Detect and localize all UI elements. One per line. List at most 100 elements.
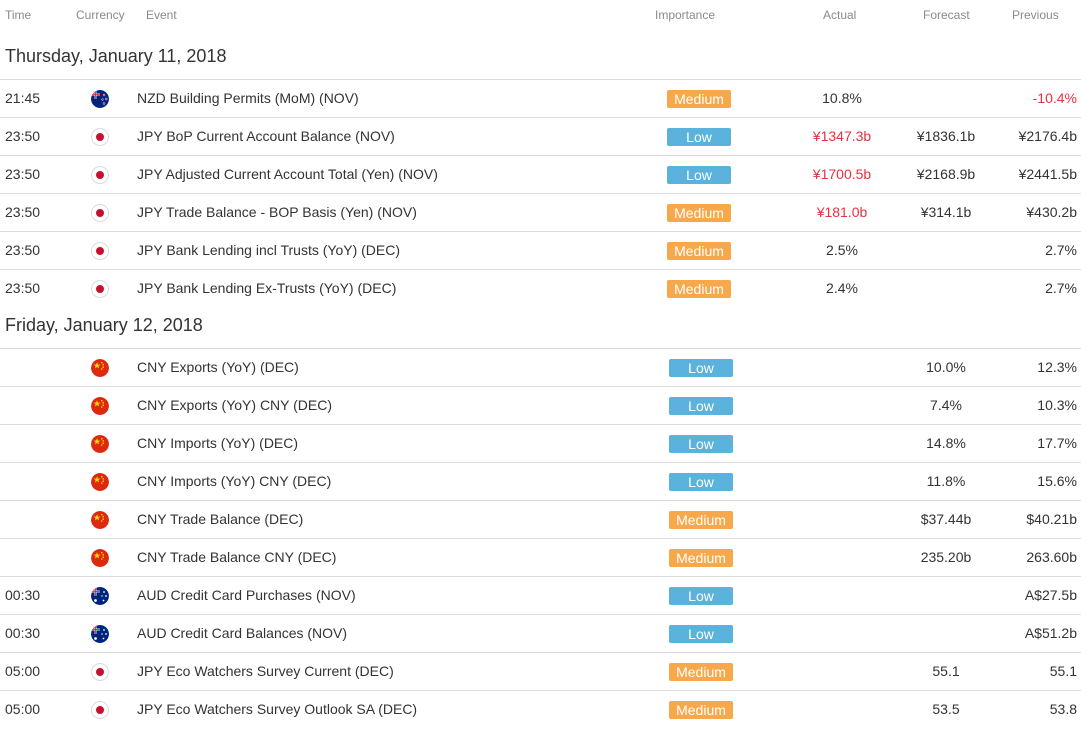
actual-value: 2.5% (826, 242, 858, 258)
forecast-column-header[interactable]: Forecast (923, 8, 970, 22)
forecast-value: ¥1836.1b (916, 128, 976, 144)
previous-value: 55.1 (1049, 663, 1077, 679)
event-time: 05:00 (5, 663, 41, 679)
event-time: 23:50 (5, 242, 41, 258)
actual-column-header[interactable]: Actual (823, 8, 857, 22)
event-time: 23:50 (5, 166, 41, 182)
event-time: 00:30 (5, 587, 41, 603)
event-name[interactable]: AUD Credit Card Purchases (NOV) (137, 587, 356, 603)
event-row[interactable]: 23:50 JPY Bank Lending Ex-Trusts (YoY) (D… (0, 269, 1081, 307)
event-name[interactable]: CNY Trade Balance CNY (DEC) (137, 549, 337, 565)
importance-badge: Low (669, 359, 733, 377)
au-flag-icon (91, 625, 109, 643)
day-group-header: Thursday, January 11, 2018 (0, 38, 1081, 80)
forecast-value: ¥2168.9b (916, 166, 976, 182)
forecast-value: 14.8% (926, 435, 966, 451)
jp-flag-icon (91, 280, 109, 298)
event-row[interactable]: 23:50 JPY BoP Current Account Balance (NO… (0, 117, 1081, 155)
event-row[interactable]: CNY Imports (YoY) CNY (DEC) Low 11.8% 15.6% (0, 462, 1081, 500)
jp-flag-icon (91, 128, 109, 146)
forecast-value: 53.5 (932, 701, 960, 717)
event-row[interactable]: 23:50 JPY Bank Lending incl Trusts (YoY) … (0, 231, 1081, 269)
event-name[interactable]: AUD Credit Card Balances (NOV) (137, 625, 348, 641)
previous-value: A$51.2b (1024, 625, 1077, 641)
importance-column-header[interactable]: Importance (655, 8, 716, 22)
previous-value: 53.8 (1049, 701, 1077, 717)
time-column-header[interactable]: Time (5, 8, 32, 22)
actual-value: ¥181.0b (816, 204, 868, 220)
forecast-value: 10.0% (926, 359, 966, 375)
event-time: 23:50 (5, 128, 41, 144)
forecast-value: 55.1 (932, 663, 960, 679)
importance-badge: Medium (667, 204, 731, 222)
actual-value: 10.8% (822, 90, 862, 106)
importance-badge: Medium (667, 90, 731, 108)
jp-flag-icon (91, 204, 109, 222)
event-name[interactable]: CNY Trade Balance (DEC) (137, 511, 304, 527)
event-name[interactable]: NZD Building Permits (MoM) (NOV) (137, 90, 359, 106)
cn-flag-icon (91, 473, 109, 491)
forecast-value: ¥314.1b (920, 204, 972, 220)
event-name[interactable]: CNY Exports (YoY) CNY (DEC) (137, 397, 333, 413)
event-time: 21:45 (5, 90, 41, 106)
event-name[interactable]: CNY Exports (YoY) (DEC) (137, 359, 299, 375)
jp-flag-icon (91, 701, 109, 719)
importance-badge: Medium (667, 280, 731, 298)
importance-badge: Low (669, 587, 733, 605)
event-time: 23:50 (5, 204, 41, 220)
previous-value: 2.7% (1045, 280, 1077, 296)
event-row[interactable]: CNY Trade Balance (DEC) Medium $37.44b $40.… (0, 500, 1081, 538)
event-name[interactable]: JPY Trade Balance - BOP Basis (Yen) (NOV… (137, 204, 417, 220)
cn-flag-icon (91, 511, 109, 529)
event-row[interactable]: 21:45 NZD Building Permits (MoM) (NOV) Med… (0, 79, 1081, 117)
previous-value: ¥2176.4b (1018, 128, 1077, 144)
forecast-value: $37.44b (920, 511, 972, 527)
importance-badge: Low (669, 625, 733, 643)
event-row[interactable]: 00:30 AUD Credit Card Purchases (NOV) Low A… (0, 576, 1081, 614)
event-row[interactable]: 00:30 AUD Credit Card Balances (NOV) Low A$… (0, 614, 1081, 652)
event-row[interactable]: CNY Exports (YoY) CNY (DEC) Low 7.4% 10.3% (0, 386, 1081, 424)
actual-value: 2.4% (826, 280, 858, 296)
event-row[interactable]: 23:50 JPY Trade Balance - BOP Basis (Yen)… (0, 193, 1081, 231)
event-name[interactable]: JPY BoP Current Account Balance (NOV) (137, 128, 395, 144)
event-name[interactable]: JPY Eco Watchers Survey Outlook SA (DEC) (137, 701, 418, 717)
previous-column-header[interactable]: Previous (1012, 8, 1059, 22)
importance-badge: Medium (669, 549, 733, 567)
cn-flag-icon (91, 549, 109, 567)
jp-flag-icon (91, 166, 109, 184)
previous-value: -10.4% (1032, 90, 1077, 106)
cn-flag-icon (91, 435, 109, 453)
event-name[interactable]: CNY Imports (YoY) CNY (DEC) (137, 473, 332, 489)
jp-flag-icon (91, 242, 109, 260)
event-row[interactable]: 23:50 JPY Adjusted Current Account Total … (0, 155, 1081, 193)
day-title: Thursday, January 11, 2018 (5, 46, 227, 66)
jp-flag-icon (91, 663, 109, 681)
importance-badge: Low (667, 166, 731, 184)
event-row[interactable]: CNY Imports (YoY) (DEC) Low 14.8% 17.7% (0, 424, 1081, 462)
event-name[interactable]: JPY Eco Watchers Survey Current (DEC) (137, 663, 394, 679)
importance-badge: Low (669, 473, 733, 491)
day-group-header: Friday, January 12, 2018 (0, 307, 1081, 349)
previous-value: 15.6% (1037, 473, 1077, 489)
event-name[interactable]: JPY Bank Lending Ex-Trusts (YoY) (DEC) (137, 280, 397, 296)
currency-column-header[interactable]: Currency (76, 8, 125, 22)
day-title: Friday, January 12, 2018 (5, 315, 203, 335)
previous-value: 2.7% (1045, 242, 1077, 258)
importance-badge: Medium (669, 663, 733, 681)
forecast-value: 7.4% (930, 397, 962, 413)
event-name[interactable]: JPY Bank Lending incl Trusts (YoY) (DEC) (137, 242, 401, 258)
event-row[interactable]: CNY Exports (YoY) (DEC) Low 10.0% 12.3% (0, 348, 1081, 386)
event-column-header[interactable]: Event (146, 8, 177, 22)
event-row[interactable]: 05:00 JPY Eco Watchers Survey Outlook SA … (0, 690, 1081, 728)
previous-value: ¥2441.5b (1018, 166, 1077, 182)
event-name[interactable]: CNY Imports (YoY) (DEC) (137, 435, 299, 451)
previous-value: A$27.5b (1024, 587, 1077, 603)
event-row[interactable]: CNY Trade Balance CNY (DEC) Medium 235.20b… (0, 538, 1081, 576)
event-row[interactable]: 05:00 JPY Eco Watchers Survey Current (DE… (0, 652, 1081, 690)
cn-flag-icon (91, 359, 109, 377)
previous-value: ¥430.2b (1026, 204, 1077, 220)
previous-value: 12.3% (1037, 359, 1077, 375)
table-header: Time Currency Event Importance Actual Fo… (0, 0, 1081, 32)
previous-value: 17.7% (1037, 435, 1077, 451)
event-name[interactable]: JPY Adjusted Current Account Total (Yen)… (137, 166, 438, 182)
